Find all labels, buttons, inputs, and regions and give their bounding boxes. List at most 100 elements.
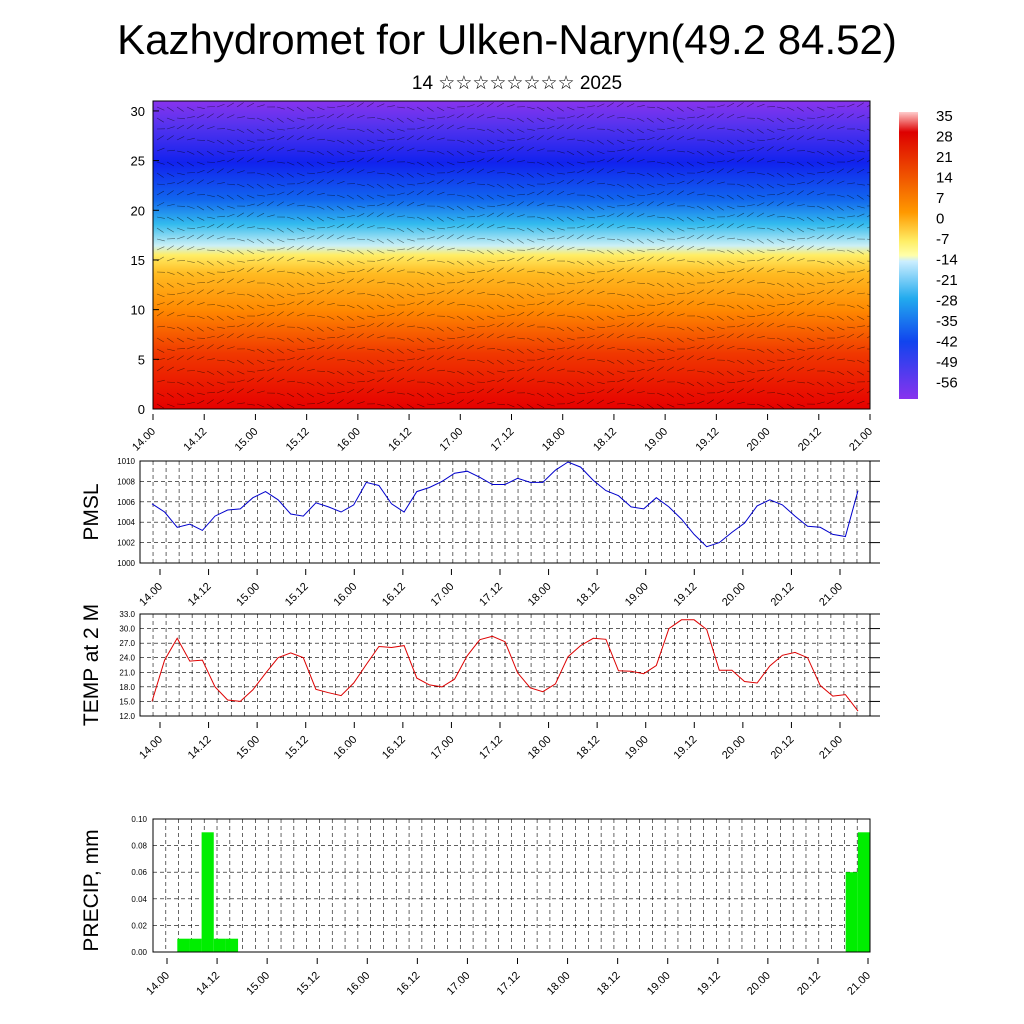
heat-x-tick-label: 20.00 <box>745 426 773 454</box>
pmsl-x-tick-label: 16.12 <box>380 581 408 609</box>
heat-x-tick-label: 18.00 <box>540 426 568 454</box>
temp-y-tick-label: 27.0 <box>119 639 135 648</box>
colorbar-scale <box>899 112 918 399</box>
pmsl-x-tick-label: 18.00 <box>526 581 554 609</box>
temp-chart: 12.0 15.0 18.0 21.0 24.0 27.0 30.0 33.0 14.00 14.… <box>80 604 880 762</box>
pmsl-x-tick-label: 16.00 <box>331 581 359 609</box>
precip-x-tick-label: 14.12 <box>194 970 222 998</box>
precip-y-tick-label: 0.04 <box>131 895 147 904</box>
colorbar-label: 21 <box>936 149 953 166</box>
pmsl-x-tick-label: 20.00 <box>720 581 748 609</box>
pmsl-x-tick-label: 20.12 <box>769 581 797 609</box>
heat-x-tick-label: 21.00 <box>847 426 875 454</box>
heat-x-tick-label: 14.12 <box>181 426 209 454</box>
pmsl-y-tick-label: 1004 <box>117 518 135 527</box>
precip-bar <box>201 832 214 952</box>
colorbar: 35 28 21 14 7 0 -7 -14 -21 -28 -35 -42 -49 -56 <box>899 108 958 399</box>
temp-y-tick-label: 30.0 <box>119 625 135 634</box>
temp-x-tick-label: 19.00 <box>623 734 651 762</box>
colorbar-label: -56 <box>936 375 958 392</box>
heat-x-tick-label: 17.00 <box>437 426 465 454</box>
temp-y-axis-label: TEMP at 2 M <box>80 604 103 726</box>
precip-x-tick-label: 17.12 <box>495 970 523 998</box>
heat-x-tick-label: 16.00 <box>335 426 363 454</box>
colorbar-label: -42 <box>936 334 958 351</box>
colorbar-label: 7 <box>936 190 944 207</box>
temp-y-tick-label: 18.0 <box>119 683 135 692</box>
heat-x-tick-label: 14.00 <box>130 426 158 454</box>
temp-x-tick-label: 16.00 <box>331 734 359 762</box>
precip-x-tick-label: 16.12 <box>395 970 423 998</box>
precip-bar <box>225 938 239 952</box>
plot-frame <box>152 818 871 953</box>
precip-x-tick-label: 20.00 <box>745 970 773 998</box>
temp-x-tick-label: 14.00 <box>137 734 165 762</box>
pmsl-x-tick-label: 17.12 <box>477 581 505 609</box>
temp-x-tick-label: 18.12 <box>574 734 602 762</box>
precip-x-tick-label: 15.00 <box>244 970 272 998</box>
temp-x-tick-label: 20.00 <box>720 734 748 762</box>
temp-x-tick-label: 15.00 <box>234 734 262 762</box>
precip-x-tick-label: 14.00 <box>144 970 172 998</box>
temp-x-tick-label: 19.12 <box>671 734 699 762</box>
heat-x-tick-label: 19.12 <box>694 426 722 454</box>
heat-y-tick-label: 30 <box>131 104 145 119</box>
pmsl-y-tick-label: 1002 <box>117 539 135 548</box>
precip-y-tick-label: 0.02 <box>131 921 147 930</box>
precip-x-tick-label: 19.00 <box>645 970 673 998</box>
colorbar-label: 14 <box>936 170 953 187</box>
pmsl-x-tick-label: 19.00 <box>623 581 651 609</box>
heat-x-tick-label: 19.00 <box>642 426 670 454</box>
pmsl-x-tick-label: 21.00 <box>817 581 845 609</box>
heat-y-tick-label: 5 <box>138 352 145 367</box>
precip-y-axis-label: PRECIP, mm <box>80 829 103 951</box>
temp-x-tick-label: 21.00 <box>817 734 845 762</box>
plot-frame <box>152 100 871 410</box>
pmsl-x-tick-label: 19.12 <box>671 581 699 609</box>
precip-x-tick-label: 18.12 <box>595 970 623 998</box>
pmsl-chart: 1000 1002 1004 1006 1008 1010 14.00 14.12 15.00 1… <box>80 457 880 609</box>
precip-bar <box>845 872 858 952</box>
precip-y-tick-label: 0.06 <box>131 868 147 877</box>
heat-y-tick-label: 0 <box>138 402 145 417</box>
precip-x-tick-label: 18.00 <box>545 970 573 998</box>
pmsl-x-tick-label: 14.12 <box>186 581 214 609</box>
temp-x-tick-label: 17.12 <box>477 734 505 762</box>
plot-frame <box>139 613 871 717</box>
plot-frame <box>139 460 871 564</box>
heat-y-tick-label: 10 <box>131 303 145 318</box>
temp-series-line <box>151 619 859 712</box>
temp-y-tick-label: 12.0 <box>119 712 135 721</box>
temp-y-tick-label: 15.0 <box>119 697 135 706</box>
heat-y-tick-label: 15 <box>131 253 145 268</box>
pmsl-y-axis-label: PMSL <box>80 483 103 540</box>
pmsl-y-tick-label: 1000 <box>117 559 135 568</box>
temp-x-tick-label: 17.00 <box>429 734 457 762</box>
colorbar-label: -28 <box>936 293 958 310</box>
precip-x-tick-label: 17.00 <box>445 970 473 998</box>
temp-y-tick-label: 24.0 <box>119 654 135 663</box>
temp-x-tick-label: 15.12 <box>283 734 311 762</box>
pmsl-x-tick-label: 15.12 <box>283 581 311 609</box>
temp-y-tick-label: 21.0 <box>119 668 135 677</box>
temp-x-tick-label: 14.12 <box>186 734 214 762</box>
precip-chart: 0.00 0.02 0.04 0.06 0.08 0.10 14.00 14.12 15.00 1… <box>80 815 873 998</box>
wind-barbs <box>156 102 870 409</box>
pmsl-series-line <box>151 461 859 548</box>
temp-x-tick-label: 16.12 <box>380 734 408 762</box>
colorbar-label: -14 <box>936 252 958 269</box>
pmsl-x-tick-label: 15.00 <box>234 581 262 609</box>
heat-x-tick-label: 16.12 <box>386 426 414 454</box>
precip-y-tick-label: 0.08 <box>131 842 147 851</box>
colorbar-label: -35 <box>936 313 958 330</box>
heat-x-tick-label: 15.00 <box>233 426 261 454</box>
precip-bar <box>177 938 190 952</box>
precip-y-tick-label: 0.10 <box>131 815 147 824</box>
heat-x-tick-label: 18.12 <box>591 426 619 454</box>
page-subtitle: 14 ☆☆☆☆☆☆☆☆ 2025 <box>411 73 623 94</box>
precip-y-tick-label: 0.00 <box>131 948 147 957</box>
precip-x-tick-label: 15.12 <box>294 970 322 998</box>
pmsl-x-tick-label: 18.12 <box>574 581 602 609</box>
pmsl-y-tick-label: 1006 <box>117 498 135 507</box>
